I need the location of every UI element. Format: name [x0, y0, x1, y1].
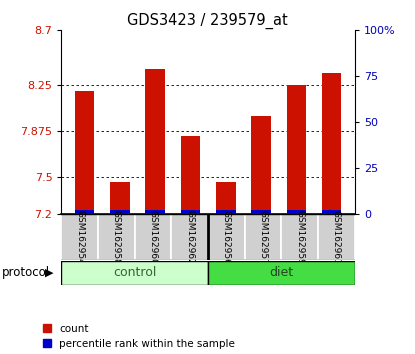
Bar	[75, 211, 94, 214]
Bar	[110, 211, 129, 214]
Bar	[287, 85, 306, 214]
Bar	[208, 214, 245, 260]
Bar	[145, 69, 165, 214]
Bar	[181, 136, 200, 214]
Text: ▶: ▶	[45, 268, 53, 278]
Bar	[171, 214, 208, 260]
Text: GSM162954: GSM162954	[75, 210, 84, 264]
Bar	[318, 214, 355, 260]
Bar	[245, 214, 281, 260]
Text: diet: diet	[269, 267, 293, 279]
Bar	[216, 182, 235, 214]
Bar	[216, 211, 235, 214]
Text: GSM162959: GSM162959	[295, 210, 304, 265]
Text: GSM162958: GSM162958	[112, 210, 121, 265]
Bar	[281, 214, 318, 260]
Bar	[61, 261, 208, 285]
Bar	[145, 211, 165, 214]
Bar	[61, 214, 98, 260]
Text: GDS3423 / 239579_at: GDS3423 / 239579_at	[127, 12, 288, 29]
Bar	[98, 214, 135, 260]
Bar	[110, 182, 129, 214]
Bar	[322, 73, 342, 214]
Text: GSM162957: GSM162957	[259, 210, 268, 265]
Text: GSM162961: GSM162961	[332, 210, 341, 265]
Bar	[135, 214, 171, 260]
Bar	[181, 211, 200, 214]
Text: GSM162956: GSM162956	[222, 210, 231, 265]
Bar	[251, 116, 271, 214]
Text: GSM162960: GSM162960	[149, 210, 158, 265]
Bar	[322, 211, 342, 214]
Text: protocol: protocol	[2, 267, 50, 279]
Bar	[75, 91, 94, 214]
Legend: count, percentile rank within the sample: count, percentile rank within the sample	[43, 324, 235, 349]
Bar	[251, 211, 271, 214]
Text: GSM162962: GSM162962	[185, 210, 194, 264]
Text: control: control	[113, 267, 156, 279]
Bar	[208, 261, 355, 285]
Bar	[287, 211, 306, 214]
